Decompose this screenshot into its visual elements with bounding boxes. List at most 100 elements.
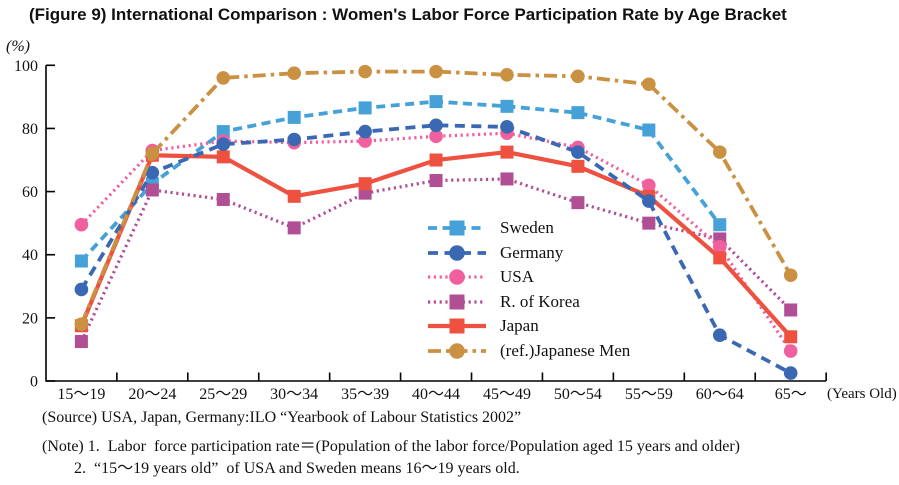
legend-line-sample-usa xyxy=(428,269,486,285)
data-point-ref-japanese-men xyxy=(74,317,89,331)
data-point-sweden xyxy=(216,125,230,139)
data-point-ref-japanese-men xyxy=(500,67,514,82)
x-tick-label: 60～64 xyxy=(696,386,744,403)
data-point-ref-japanese-men xyxy=(358,64,372,79)
legend-label: Sweden xyxy=(500,218,554,237)
x-tick-label: 50～54 xyxy=(554,386,602,403)
data-point-germany xyxy=(429,118,443,133)
data-point-r-of-korea xyxy=(287,221,301,235)
data-point-usa xyxy=(429,129,443,144)
data-point-usa xyxy=(712,240,727,254)
y-tick-label: 60 xyxy=(22,184,38,201)
legend-label: (ref.)Japanese Men xyxy=(500,340,631,360)
x-tick-label: 55～59 xyxy=(625,386,673,403)
data-point-germany xyxy=(571,145,585,159)
data-point-r-of-korea xyxy=(429,174,443,188)
x-tick-label: 45～49 xyxy=(483,386,531,403)
data-point-sweden xyxy=(571,106,585,120)
data-point-usa xyxy=(642,178,656,193)
legend-line-sample-r-of-korea xyxy=(428,294,486,309)
data-point-r-of-korea xyxy=(216,192,230,206)
data-point-ref-japanese-men xyxy=(429,64,443,79)
legend-label: R. of Korea xyxy=(500,291,580,311)
data-point-germany xyxy=(712,328,727,343)
x-tick-label: 35～39 xyxy=(341,386,389,403)
y-tick-label: 100 xyxy=(14,58,38,75)
legend-item-sweden: Sweden xyxy=(428,218,630,237)
data-point-japan xyxy=(784,330,798,344)
data-point-sweden xyxy=(287,110,301,124)
data-point-r-of-korea xyxy=(784,303,798,317)
data-point-germany xyxy=(642,194,656,208)
data-point-germany xyxy=(74,282,89,297)
data-point-usa xyxy=(358,134,372,148)
legend-line-sample-ref-japanese-men xyxy=(428,342,486,359)
x-tick-label: 20～24 xyxy=(128,386,176,403)
data-point-germany xyxy=(500,120,514,134)
data-point-germany xyxy=(216,137,231,152)
x-tick-label: 65～ xyxy=(775,386,807,403)
y-tick-label: 80 xyxy=(22,121,38,138)
legend-label: USA xyxy=(500,267,535,286)
data-point-r-of-korea xyxy=(500,172,514,186)
data-point-germany xyxy=(287,132,301,147)
note-line-2: 2. “15～19 years old” of USA and Sweden m… xyxy=(74,460,520,477)
note-line-1: (Note) 1. Labor force participation rate… xyxy=(42,438,740,455)
legend-line-sample-japan xyxy=(428,318,486,334)
data-point-ref-japanese-men xyxy=(287,66,301,80)
data-point-germany xyxy=(783,366,798,380)
data-point-usa xyxy=(74,217,89,232)
data-point-japan xyxy=(287,189,301,203)
chart-legend: Sweden Germany USA R. of Korea Japan (ref.)Ja… xyxy=(428,218,631,366)
data-point-r-of-korea xyxy=(145,183,159,197)
data-point-ref-japanese-men xyxy=(712,145,727,159)
data-point-sweden xyxy=(358,101,372,115)
data-point-germany xyxy=(358,124,372,139)
data-point-ref-japanese-men xyxy=(145,146,160,161)
y-axis-unit-label: (%) xyxy=(6,38,30,55)
data-point-ref-japanese-men xyxy=(216,71,231,85)
data-point-sweden xyxy=(429,95,443,109)
data-point-japan xyxy=(500,145,514,159)
x-tick-label: 40～44 xyxy=(412,386,460,403)
data-point-japan xyxy=(216,150,230,164)
legend-line-sample-sweden xyxy=(428,220,486,236)
legend-label: Japan xyxy=(500,316,539,335)
series-line-germany xyxy=(79,123,792,375)
legend-item-ref-japanese-men: (ref.)Japanese Men xyxy=(428,340,631,360)
legend-item-germany: Germany xyxy=(428,242,630,262)
legend-item-usa: USA xyxy=(428,267,630,286)
figure-title: (Figure 9) International Comparison : Wo… xyxy=(29,5,787,24)
data-point-sweden xyxy=(642,123,656,137)
data-point-ref-japanese-men xyxy=(783,268,798,283)
y-tick-label: 40 xyxy=(22,247,38,264)
x-tick-label: 15～19 xyxy=(57,386,105,403)
y-tick-label: 20 xyxy=(22,310,38,327)
data-point-japan xyxy=(713,251,727,265)
legend-line-sample-germany xyxy=(428,244,486,261)
data-point-japan xyxy=(429,153,443,167)
source-note: (Source) USA, Japan, Germany:ILO “Yearbo… xyxy=(42,409,522,426)
data-point-r-of-korea xyxy=(642,216,656,230)
data-point-sweden xyxy=(713,218,727,232)
legend-item-japan: Japan xyxy=(428,316,630,335)
data-point-sweden xyxy=(74,254,88,268)
series-line-r-of-korea xyxy=(79,177,792,343)
series-line-ref-japanese-men xyxy=(79,69,793,325)
data-point-japan xyxy=(571,159,585,173)
x-tick-label: 25～29 xyxy=(199,386,247,403)
x-axis-unit-label: (Years Old) xyxy=(827,386,897,402)
legend-item-r-of-korea: R. of Korea xyxy=(428,291,630,311)
data-point-r-of-korea xyxy=(74,335,88,349)
legend-label: Germany xyxy=(500,242,564,262)
data-point-japan xyxy=(358,177,372,191)
y-tick-label: 0 xyxy=(30,374,38,391)
data-point-usa xyxy=(783,344,798,358)
x-tick-label: 30～34 xyxy=(270,386,318,403)
data-point-sweden xyxy=(500,99,514,113)
data-point-ref-japanese-men xyxy=(642,77,656,92)
data-point-r-of-korea xyxy=(571,196,585,210)
data-point-ref-japanese-men xyxy=(571,69,585,84)
